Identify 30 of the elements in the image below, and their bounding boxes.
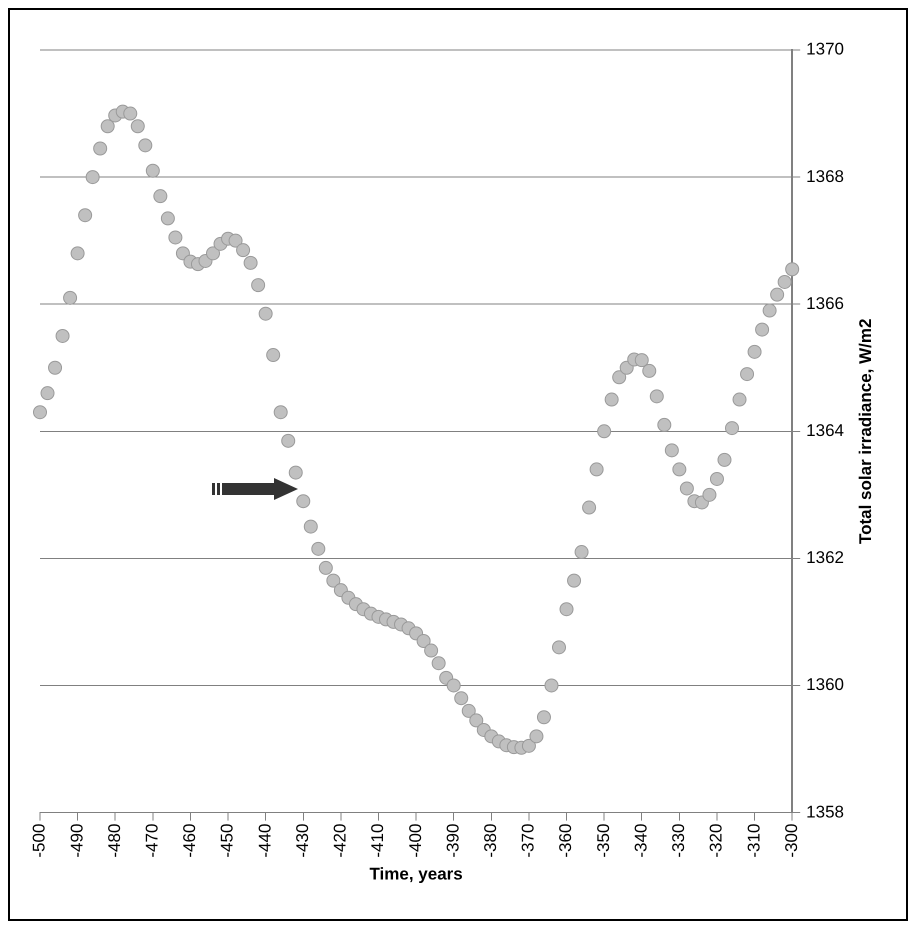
x-tick-label: -480	[104, 824, 124, 858]
x-tick-label: -420	[330, 824, 350, 858]
x-tick-label: -300	[782, 824, 801, 858]
x-tick-label: -460	[180, 824, 200, 858]
y-tick-label: 1360	[806, 675, 844, 694]
x-tick-label: -430	[292, 824, 312, 858]
y-tick-label: 1362	[806, 548, 844, 568]
x-tick-label: -320	[706, 824, 726, 858]
y-axis-title: Total solar irradiance, W/m2	[856, 318, 875, 544]
x-tick-label: -380	[480, 824, 500, 858]
x-tick-label: -390	[443, 824, 462, 858]
x-tick-label: -400	[406, 824, 425, 858]
y-tick-label: 1358	[806, 802, 844, 822]
y-tick-label: 1364	[806, 420, 844, 440]
x-tick-label: -360	[556, 824, 576, 858]
x-tick-label: -350	[594, 824, 613, 858]
x-tick-label: -330	[669, 824, 688, 858]
y-tick-label: 1366	[806, 294, 844, 313]
x-tick-label: -370	[518, 824, 538, 858]
x-axis-title: Time, years	[369, 864, 463, 884]
x-tick-label: -410	[368, 824, 388, 858]
x-tick-label: -440	[255, 824, 274, 858]
y-tick-label: 1368	[806, 166, 844, 186]
x-tick-label: -500	[30, 824, 49, 858]
x-tick-label: -340	[631, 824, 650, 858]
x-tick-label: -470	[142, 824, 162, 858]
x-tick-label: -310	[744, 824, 764, 858]
y-tick-label: 1370	[806, 40, 844, 59]
x-tick-label: -490	[67, 824, 86, 858]
x-tick-label: -450	[218, 824, 237, 858]
